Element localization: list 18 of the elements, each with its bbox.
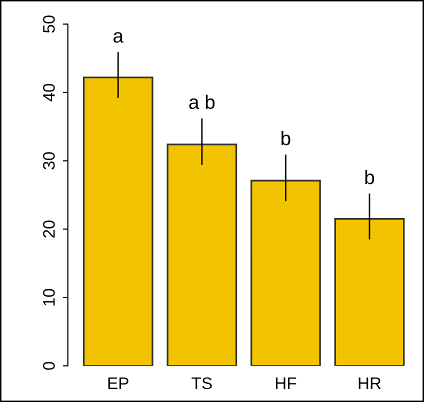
- y-tick-label: 40: [43, 84, 55, 102]
- y-tick-label: 20: [43, 220, 55, 238]
- annotation: b: [282, 130, 290, 146]
- annotation: a b: [189, 94, 215, 110]
- bar: [334, 218, 405, 366]
- x-tick-label: EP: [108, 378, 128, 390]
- bar: [250, 180, 321, 366]
- y-tick-label: 10: [43, 288, 55, 306]
- x-tick-label: HF: [276, 378, 296, 390]
- bar: [166, 144, 238, 366]
- y-tick-label: 30: [43, 152, 55, 170]
- y-tick-label: 50: [43, 16, 55, 33]
- y-tick-label: 0: [43, 362, 55, 370]
- annotation: b: [365, 170, 374, 184]
- x-tick-label: HR: [358, 378, 381, 390]
- x-tick-label: TS: [192, 377, 212, 390]
- bar: [82, 76, 154, 366]
- annotation: a: [114, 32, 124, 43]
